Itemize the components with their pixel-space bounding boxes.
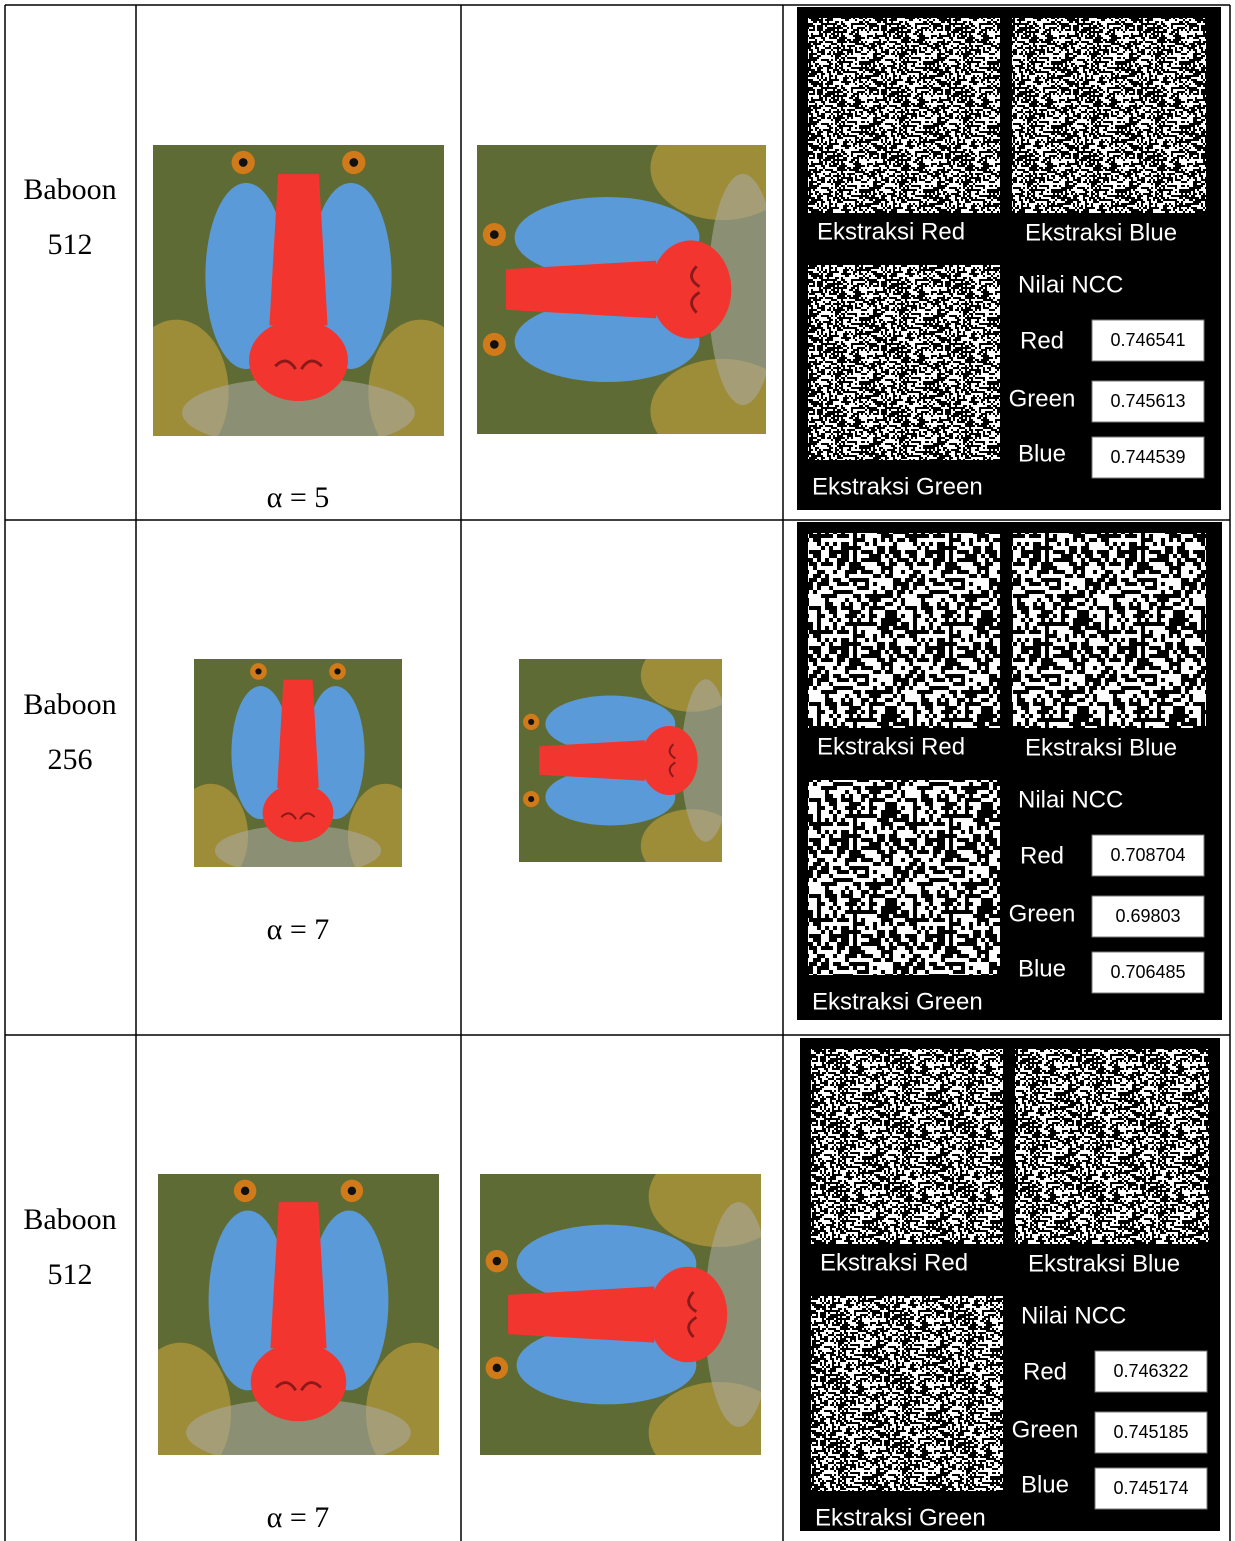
attacked-image (480, 1146, 789, 1483)
ncc-label: Blue (1018, 955, 1066, 982)
extraction-panel: Ekstraksi Red Ekstraksi Blue Ekstraksi Gre… (800, 1038, 1220, 1531)
ncc-value: 0.744539 (1110, 447, 1185, 467)
ncc-box (1094, 1350, 1208, 1393)
ncc-title: Nilai NCC (1018, 786, 1123, 813)
ncc-value: 0.706485 (1110, 962, 1185, 982)
ncc-box (1091, 380, 1205, 423)
ncc-label: Blue (1018, 440, 1066, 467)
ncc-value: 0.746322 (1113, 1361, 1188, 1381)
row-name: 512 (48, 1258, 93, 1291)
ncc-value: 0.708704 (1110, 845, 1185, 865)
label-blue: Ekstraksi Blue (1025, 734, 1177, 761)
extraction-panel: Ekstraksi Red Ekstraksi Blue Ekstraksi Gre… (797, 522, 1222, 1020)
noise-green (808, 780, 1000, 975)
ncc-box (1091, 895, 1205, 938)
noise-blue (1012, 18, 1206, 213)
label-blue: Ekstraksi Blue (1028, 1250, 1180, 1277)
label-red: Ekstraksi Red (817, 733, 965, 760)
label-green: Ekstraksi Green (815, 1504, 986, 1531)
ncc-box (1091, 436, 1205, 479)
row-name: Baboon (23, 1203, 116, 1236)
noise-green (808, 265, 1000, 460)
ncc-box (1091, 834, 1205, 877)
host-image (153, 145, 444, 436)
ncc-label: Blue (1021, 1471, 1069, 1498)
ncc-label: Green (1012, 1416, 1079, 1443)
label-red: Ekstraksi Red (817, 218, 965, 245)
ncc-box (1094, 1467, 1208, 1510)
noise-red (808, 533, 1000, 728)
noise-blue (1015, 1049, 1209, 1244)
attacked-image (477, 116, 795, 463)
row-name: 256 (48, 743, 93, 776)
ncc-box (1091, 951, 1205, 994)
row-name: 512 (48, 228, 93, 261)
attacked-image (519, 639, 742, 883)
noise-green (811, 1296, 1003, 1491)
ncc-value: 0.745174 (1113, 1478, 1188, 1498)
ncc-value: 0.69803 (1115, 906, 1180, 926)
alpha-label: α = 7 (267, 913, 330, 946)
label-blue: Ekstraksi Blue (1025, 219, 1177, 246)
label-red: Ekstraksi Red (820, 1249, 968, 1276)
host-image (158, 1174, 439, 1455)
label-green: Ekstraksi Green (812, 988, 983, 1015)
ncc-box (1091, 319, 1205, 362)
ncc-label: Red (1020, 842, 1064, 869)
table-rules (4, 4, 1231, 1541)
ncc-box (1094, 1411, 1208, 1454)
ncc-label: Red (1023, 1358, 1067, 1385)
ncc-label: Green (1009, 385, 1076, 412)
row-name: Baboon (23, 688, 116, 721)
ncc-value: 0.746541 (1110, 330, 1185, 350)
ncc-label: Green (1009, 900, 1076, 927)
row-name: Baboon (23, 173, 116, 206)
noise-red (811, 1049, 1003, 1244)
ncc-label: Red (1020, 327, 1064, 354)
ncc-value: 0.745613 (1110, 391, 1185, 411)
alpha-label: α = 7 (267, 1501, 330, 1534)
ncc-title: Nilai NCC (1021, 1302, 1126, 1329)
alpha-label: α = 5 (267, 481, 330, 514)
ncc-title: Nilai NCC (1018, 271, 1123, 298)
extraction-panel: Ekstraksi Red Ekstraksi Blue Ekstraksi Gre… (797, 7, 1221, 510)
host-image (194, 659, 402, 867)
ncc-value: 0.745185 (1113, 1422, 1188, 1442)
noise-red (808, 18, 1000, 213)
label-green: Ekstraksi Green (812, 473, 983, 500)
noise-blue (1012, 533, 1206, 728)
